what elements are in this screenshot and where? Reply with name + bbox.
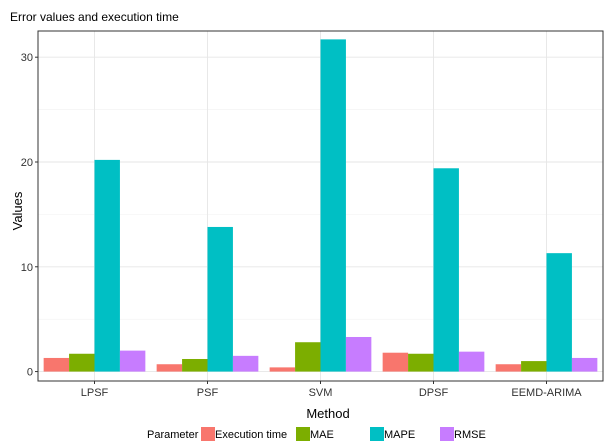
legend-label: RMSE xyxy=(454,429,486,441)
legend-title: Parameter xyxy=(147,429,199,441)
x-tick-label: EEMD-ARIMA xyxy=(511,387,582,399)
bar-execution-time xyxy=(43,357,70,372)
bar-mae xyxy=(69,353,95,372)
x-tick-label: SVM xyxy=(309,387,333,399)
bar-mae xyxy=(295,342,321,372)
legend-swatch xyxy=(296,427,310,441)
bar-execution-time xyxy=(269,367,296,372)
y-tick-label: 30 xyxy=(21,52,33,64)
bar-rmse xyxy=(119,350,146,372)
legend-label: Execution time xyxy=(215,429,287,441)
bar-mape xyxy=(320,39,346,372)
bar-mae xyxy=(521,361,547,372)
legend-swatch xyxy=(440,427,454,441)
y-tick-label: 0 xyxy=(27,367,33,379)
bar-execution-time xyxy=(156,364,183,372)
bar-rmse xyxy=(571,357,598,372)
bar-rmse xyxy=(232,355,259,372)
y-tick-label: 20 xyxy=(21,157,33,169)
bar-execution-time xyxy=(382,352,409,372)
x-axis-title: Method xyxy=(306,406,349,421)
bar-mae xyxy=(182,358,208,372)
y-tick-label: 10 xyxy=(21,262,33,274)
bar-rmse xyxy=(345,336,372,372)
x-tick-label: PSF xyxy=(197,387,219,399)
y-axis-title: Values xyxy=(10,191,25,230)
bar-execution-time xyxy=(495,364,522,372)
chart-title: Error values and execution time xyxy=(10,10,179,24)
bar-mae xyxy=(408,353,434,372)
legend-swatch xyxy=(201,427,215,441)
bar-mape xyxy=(546,253,572,372)
bar-mape xyxy=(94,159,120,372)
bar-rmse xyxy=(458,351,485,372)
plot-area: 0 10 20 30 LPSF PSF SVM DPSF EEMD-ARIMA xyxy=(21,30,604,399)
legend-label: MAPE xyxy=(384,429,415,441)
x-tick-label: LPSF xyxy=(81,387,109,399)
legend: Parameter Execution time MAE MAPE RMSE xyxy=(147,427,486,441)
legend-label: MAE xyxy=(310,429,334,441)
legend-swatch xyxy=(370,427,384,441)
bar-mape xyxy=(433,168,459,372)
bar-mape xyxy=(207,226,233,372)
x-tick-label: DPSF xyxy=(419,387,449,399)
